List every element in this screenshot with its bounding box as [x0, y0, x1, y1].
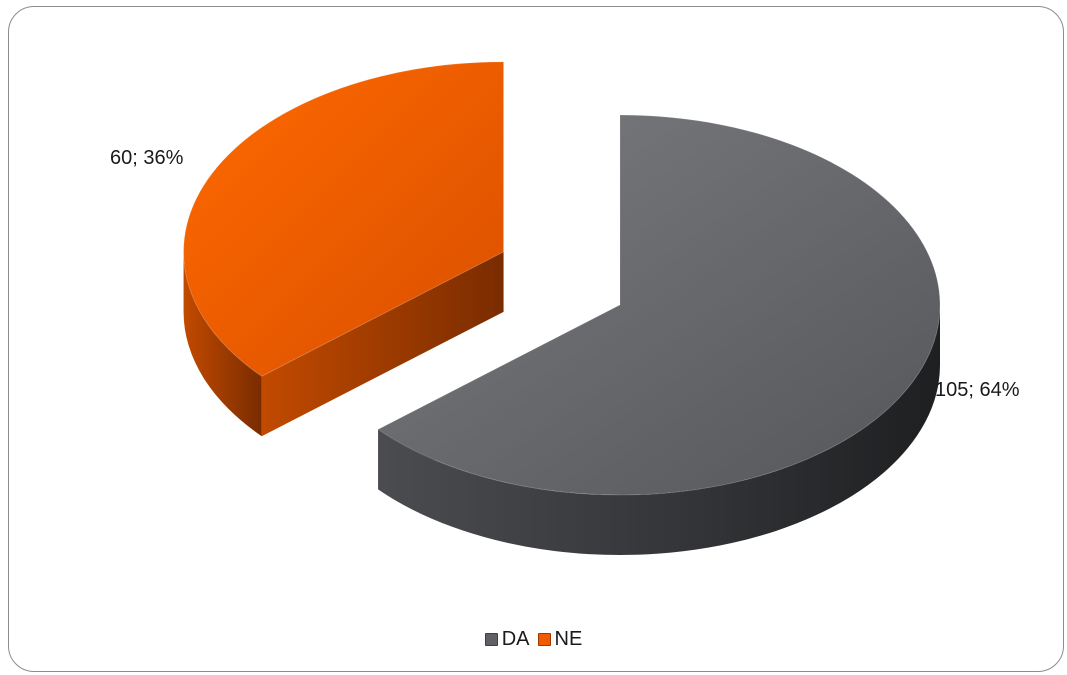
pie-slice-da: [377, 114, 941, 556]
legend: DA NE: [0, 628, 1067, 651]
legend-swatch-da: [484, 633, 498, 646]
pie-slice-da-side-0: [378, 305, 940, 556]
legend-label-ne: NE: [554, 628, 583, 650]
pie-slice-ne-wall-0: [261, 251, 504, 437]
data-label-ne: 60; 36%: [110, 147, 184, 169]
pie-slice-da-top: [377, 114, 941, 496]
pie-slice-ne-top: [183, 61, 505, 377]
pie-slice-ne: [183, 61, 505, 437]
pie-slice-ne-side-0: [183, 251, 262, 437]
legend-item-da: DA: [484, 628, 530, 651]
data-label-da: 105; 64%: [935, 379, 1020, 401]
legend-item-ne: NE: [537, 628, 583, 651]
legend-swatch-ne: [537, 633, 551, 646]
legend-label-da: DA: [501, 628, 530, 650]
